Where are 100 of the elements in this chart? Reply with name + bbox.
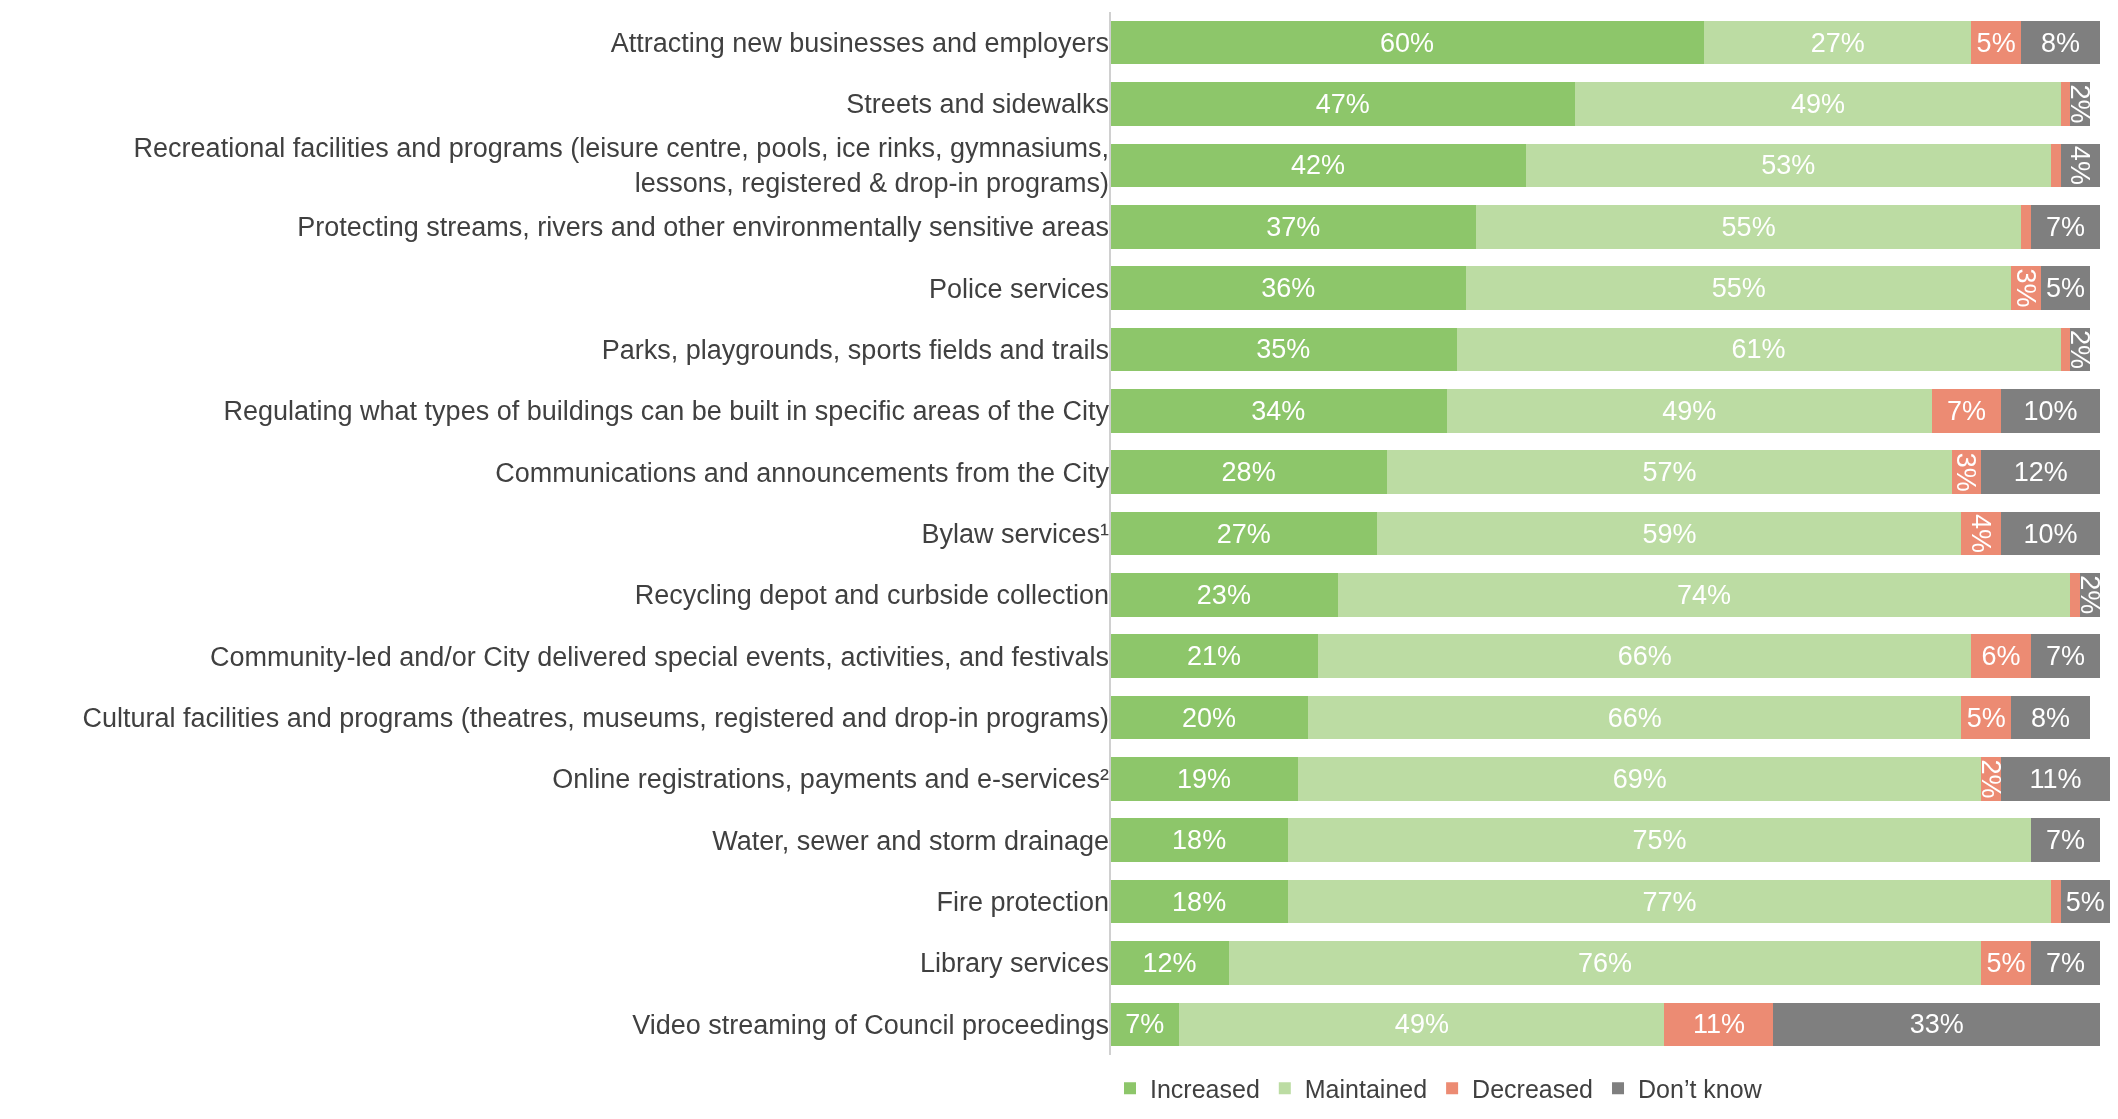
data-label: 4% <box>1966 513 1997 554</box>
data-label: 49% <box>1662 395 1717 426</box>
y-tick-label: Police services <box>928 273 1109 304</box>
y-tick-label: Cultural facilities and programs (theatres, museums, registered and drop-in programs) <box>82 703 1109 734</box>
y-tick-label: Library services <box>919 948 1109 979</box>
bar <box>1110 757 1299 801</box>
bar <box>1110 511 1378 556</box>
y-tick-label: Recycling depot and curbside collection <box>634 580 1109 611</box>
data-label: 7% <box>2045 211 2085 242</box>
y-tick-label: Communications and announcements from the City <box>495 457 1110 488</box>
bar <box>1228 941 1982 985</box>
data-label: 7% <box>2045 825 2085 856</box>
y-tick-label: Water, sewer and storm drainage <box>712 825 1109 856</box>
data-label: 57% <box>1642 457 1697 488</box>
y-tick-label: Recreational facilities and programs (leisure centre, pools, ice rinks, gymnasiums, lessons, registered & drop-in programs) <box>133 133 1109 199</box>
data-label: 47% <box>1315 89 1370 120</box>
data-label: 74% <box>1677 579 1732 610</box>
data-label: 18% <box>1172 886 1227 917</box>
data-label: 34% <box>1251 395 1306 426</box>
y-tick-label: Regulating what types of buildings can be built in specific areas of the City <box>223 396 1110 427</box>
y-tick-label: Bylaw services¹ <box>921 518 1109 549</box>
data-label: 7% <box>2045 641 2085 672</box>
data-label: 27% <box>1810 27 1865 58</box>
data-label: 5% <box>2045 273 2085 304</box>
bar <box>1110 389 1447 433</box>
data-label: 75% <box>1632 825 1687 856</box>
bar <box>1179 1002 1665 1047</box>
data-label: 6% <box>1981 641 2021 672</box>
y-tick-label: Protecting streams, rivers and other environmentally sensitive areas <box>297 212 1109 243</box>
bar <box>1110 818 1289 863</box>
data-label: 11% <box>2029 763 2082 794</box>
data-label: 42% <box>1290 150 1345 181</box>
data-label: 59% <box>1642 518 1697 549</box>
y-tick-label: Attracting new businesses and employers <box>610 28 1109 59</box>
data-label: 5% <box>1966 702 2006 733</box>
bar <box>1931 389 2002 433</box>
data-label: 76% <box>1578 947 1633 978</box>
bar <box>2030 818 2101 863</box>
bar <box>1337 573 2071 617</box>
legend-label: Maintained <box>1304 1074 1428 1103</box>
bar <box>1664 1002 1774 1047</box>
bar <box>1466 266 2011 310</box>
bar <box>1110 450 1388 494</box>
bar <box>1773 1002 2101 1047</box>
data-label: 4% <box>2065 145 2096 185</box>
data-label: 66% <box>1607 702 1662 733</box>
data-label: 7% <box>2045 947 2085 978</box>
bar <box>1575 82 2061 126</box>
bar <box>2070 573 2081 617</box>
bar <box>1110 573 1338 617</box>
bar <box>1704 20 1972 65</box>
bar <box>1110 695 1309 740</box>
data-label: 23% <box>1196 579 1251 610</box>
y-tick-label: Streets and sidewalks <box>846 89 1109 120</box>
bar <box>2001 757 2110 801</box>
data-label: 12% <box>1142 947 1197 978</box>
data-label: 37% <box>1266 211 1321 242</box>
data-label: 10% <box>2023 518 2078 549</box>
bar <box>1387 450 1952 494</box>
bar <box>2030 634 2101 678</box>
data-label: 12% <box>2013 457 2068 488</box>
bar <box>1110 879 1289 924</box>
data-label: 2% <box>1976 759 2007 799</box>
legend-label: Decreased <box>1472 1074 1594 1103</box>
data-label: 2% <box>2065 84 2096 124</box>
data-label: 3% <box>2010 268 2041 308</box>
data-label: 36% <box>1261 273 1316 304</box>
data-label: 11% <box>1692 1009 1745 1040</box>
data-label: 69% <box>1612 763 1667 794</box>
data-label: 35% <box>1256 334 1311 365</box>
bar <box>1110 266 1467 310</box>
data-label: 53% <box>1761 150 1816 181</box>
bar <box>1110 143 1526 188</box>
data-label: 60% <box>1380 27 1435 58</box>
bar <box>1446 389 1932 433</box>
bar <box>2001 389 2101 433</box>
data-label: 21% <box>1186 641 1241 672</box>
bar <box>1456 327 2061 372</box>
data-label: 3% <box>1951 452 1982 492</box>
bar <box>1288 879 2051 924</box>
bar <box>1308 695 1962 740</box>
data-label: 28% <box>1221 457 1276 488</box>
data-label: 18% <box>1172 825 1227 856</box>
data-label: 19% <box>1177 763 1232 794</box>
bar <box>1298 757 1982 801</box>
data-label: 55% <box>1711 273 1766 304</box>
data-label: 7% <box>1125 1009 1165 1040</box>
y-tick-label: Parks, playgrounds, sports fields and trails <box>601 334 1109 365</box>
data-label: 2% <box>2065 329 2096 369</box>
data-label: 55% <box>1721 211 1776 242</box>
data-label: 8% <box>2040 27 2081 58</box>
bar <box>2020 204 2031 249</box>
bar <box>1476 204 2021 249</box>
legend-label: Increased <box>1150 1074 1260 1103</box>
bar <box>2030 941 2101 985</box>
data-label: 8% <box>2031 702 2071 733</box>
legend-label: Don’t know <box>1638 1074 1763 1103</box>
data-label: 2% <box>2075 575 2106 615</box>
y-tick-label: Community-led and/or City delivered special events, activities, and festivals <box>210 641 1109 672</box>
data-label: 5% <box>1976 27 2016 58</box>
